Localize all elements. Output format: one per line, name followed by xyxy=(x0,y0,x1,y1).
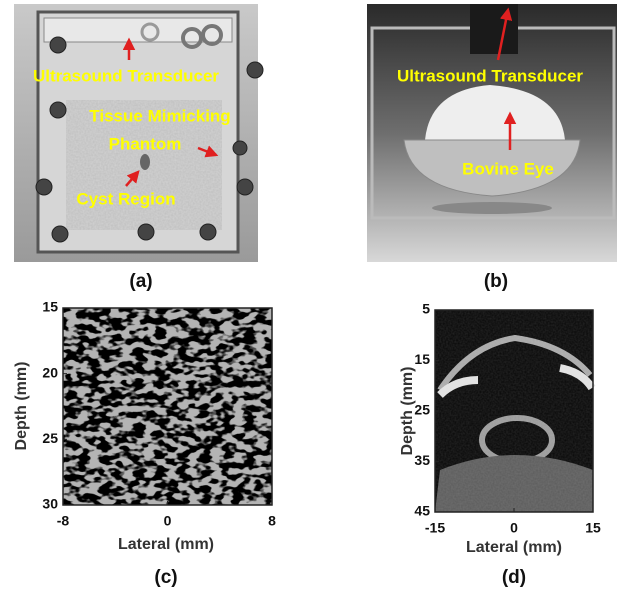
panel-label: (a) xyxy=(129,271,152,292)
annotation: Cyst Region xyxy=(76,189,175,208)
x-tick-label: 8 xyxy=(268,513,276,529)
x-axis-label: Lateral (mm) xyxy=(118,536,214,553)
x-tick-label: 15 xyxy=(585,520,601,536)
y-tick-label: 45 xyxy=(414,503,430,519)
y-axis-label: Depth (mm) xyxy=(13,362,30,451)
x-tick-label: -15 xyxy=(425,520,445,536)
panel-label: (d) xyxy=(502,567,526,588)
photo-bovine-eye xyxy=(367,4,617,262)
annotation: Phantom xyxy=(109,134,182,153)
x-tick-label: -8 xyxy=(57,513,70,529)
y-tick-label: 15 xyxy=(414,351,430,367)
y-tick-label: 25 xyxy=(414,402,430,418)
x-axis-label: Lateral (mm) xyxy=(466,539,562,556)
panel-label: (c) xyxy=(154,567,177,588)
y-tick-label: 5 xyxy=(422,301,430,317)
ultrasound-phantom xyxy=(63,308,272,505)
y-tick-label: 15 xyxy=(42,299,58,315)
y-tick-label: 20 xyxy=(42,364,58,380)
annotation: Tissue Mimicking xyxy=(89,106,230,125)
annotation: Ultrasound Transducer xyxy=(33,66,219,85)
annotation: Ultrasound Transducer xyxy=(397,66,583,85)
y-tick-label: 30 xyxy=(42,496,58,512)
annotation: Bovine Eye xyxy=(462,159,554,178)
x-tick-label: 0 xyxy=(510,520,518,536)
figure: Ultrasound Transducer Tissue Mimicking P… xyxy=(0,0,642,590)
panel-label: (b) xyxy=(484,271,508,292)
photo-phantom xyxy=(14,4,263,262)
y-tick-label: 35 xyxy=(414,452,430,468)
ultrasound-eye xyxy=(435,310,593,512)
x-tick-label: 0 xyxy=(164,513,172,529)
y-tick-label: 25 xyxy=(42,430,58,446)
